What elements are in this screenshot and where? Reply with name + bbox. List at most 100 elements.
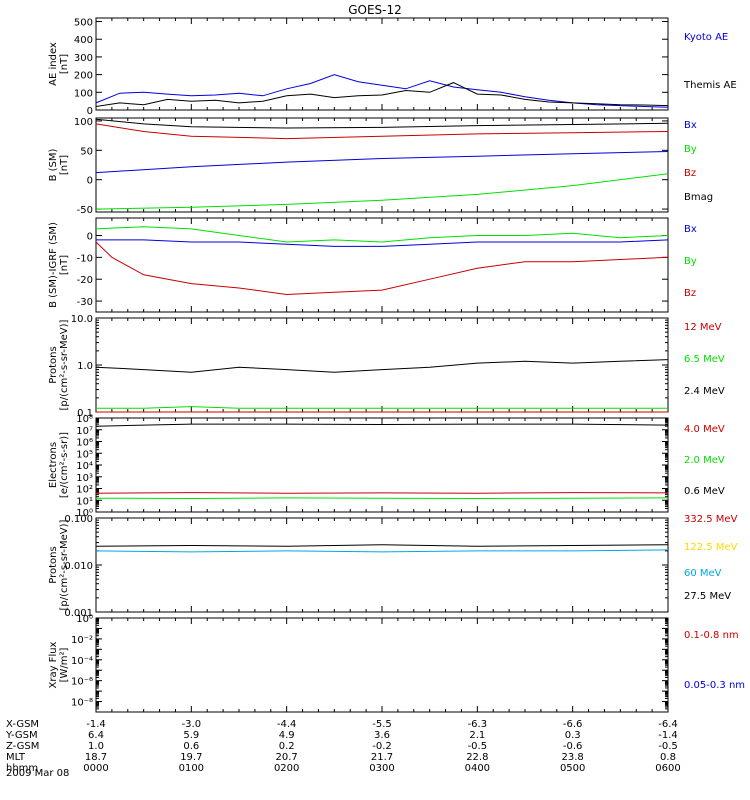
- series-line-4-0-mev: [95, 492, 669, 494]
- x-tick-label: 23.8: [562, 752, 584, 763]
- panel-frame: [95, 617, 669, 713]
- x-tick-label: 18.7: [85, 752, 107, 763]
- x-tick-label: -1.4: [658, 730, 678, 741]
- legend-entry: 0.05-0.3 nm: [684, 680, 745, 691]
- series-line-by: [95, 173, 669, 210]
- y-tick-label: 50: [80, 146, 93, 157]
- y-tick-label: 10⁻⁴: [71, 656, 93, 667]
- y-tick-label: -30: [77, 297, 93, 308]
- legend-entry: 0.6 MeV: [684, 486, 725, 497]
- series-line-bx: [95, 151, 669, 174]
- y-axis-label: Xray Flux: [48, 641, 59, 688]
- x-axis-table: X-GSM -1.4 -3.0 -4.4 -5.5 -6.3 -6.6 -6.4 Y-GSM 6.…: [5, 719, 681, 774]
- series-line-bmag: [95, 118, 669, 129]
- series-line-themis-ae: [95, 82, 669, 107]
- legend-entry: Themis AE: [683, 80, 737, 91]
- x-row-label: MLT: [6, 752, 26, 763]
- x-tick-label: 0.3: [565, 730, 581, 741]
- y-axis-label: [p/(cm²-s-sr-MeV)]: [59, 319, 70, 410]
- y-tick-label: 0: [87, 231, 93, 242]
- legend-entry: 4.0 MeV: [684, 424, 725, 435]
- y-tick-label: 400: [74, 35, 93, 46]
- x-tick-label: -6.6: [563, 719, 583, 730]
- x-tick-label: 5.9: [183, 730, 199, 741]
- series-line-27-5-mev: [95, 544, 669, 547]
- y-axis-label: B (SM)-IGRF (SM): [48, 222, 59, 308]
- legend-entry: Kyoto AE: [684, 32, 728, 43]
- legend-entry: 122.5 MeV: [684, 542, 738, 553]
- y-axis-label: AE index: [48, 42, 59, 86]
- x-tick-label: 0600: [655, 763, 680, 774]
- legend-entry: Bmag: [684, 192, 713, 203]
- panel-frame: [95, 17, 669, 111]
- x-tick-label: -0.5: [658, 741, 678, 752]
- x-tick-label: 0100: [179, 763, 204, 774]
- x-tick-label: 21.7: [371, 752, 393, 763]
- legend-entry: 12 MeV: [684, 322, 722, 333]
- legend-entry: By: [684, 256, 697, 267]
- y-tick-label: 0: [87, 106, 93, 117]
- y-tick-label: 10⁰: [76, 614, 93, 625]
- y-axis-label: [e/(cm²-s-sr)]: [59, 432, 70, 498]
- x-tick-label: 0300: [369, 763, 394, 774]
- y-tick-label: 10⁻²: [71, 635, 93, 646]
- legend-entry: 332.5 MeV: [684, 514, 738, 525]
- x-tick-label: -0.5: [468, 741, 488, 752]
- y-tick-label: 500: [74, 18, 93, 29]
- series-line-bz: [95, 123, 669, 140]
- x-tick-label: 0.6: [183, 741, 199, 752]
- y-tick-label: 100: [74, 117, 93, 128]
- y-axis-label: [nT]: [59, 54, 70, 74]
- y-tick-label: 1.0: [77, 361, 93, 372]
- series-line-bx: [96, 239, 669, 247]
- y-axis-label: Electrons: [48, 442, 59, 488]
- legend-entry: 0.1-0.8 nm: [684, 630, 739, 641]
- y-axis-label: [nT]: [59, 155, 70, 175]
- series-line-6-5-mev: [96, 406, 668, 409]
- legend-entry: Bx: [684, 224, 697, 235]
- y-tick-label: 10¹: [76, 496, 93, 507]
- panel-protons_lo: 0.001 0.010 0.100 Protons [p/(cm²-s-sr-MeV)]…: [48, 514, 738, 619]
- x-tick-label: 0.8: [660, 752, 676, 763]
- y-tick-label: 10.0: [71, 314, 93, 325]
- x-tick-label: -6.3: [468, 719, 488, 730]
- x-tick-label: -5.5: [372, 719, 392, 730]
- x-row-label: Z-GSM: [6, 741, 39, 752]
- y-axis-label: [p/(cm²-s-sr-MeV)]: [59, 519, 70, 610]
- x-tick-label: -0.6: [563, 741, 583, 752]
- x-tick-label: 6.4: [88, 730, 104, 741]
- x-tick-label: 20.7: [276, 752, 298, 763]
- panel-ae: 0 100 200 300 400 500 AE index [nT] Kyoto AE Them…: [48, 17, 737, 117]
- legend-entry: 27.5 MeV: [684, 591, 731, 602]
- panel-frame: [95, 517, 669, 613]
- legend-entry: 2.4 MeV: [684, 386, 725, 397]
- figure-title: GOES-12: [348, 3, 402, 17]
- series-line-0-6-mev: [95, 423, 669, 427]
- x-tick-label: 0.2: [279, 741, 295, 752]
- y-tick-label: 10²: [76, 485, 93, 496]
- legend-entry: By: [684, 144, 697, 155]
- y-tick-label: 0: [87, 176, 93, 187]
- x-tick-label: 1.0: [88, 741, 104, 752]
- x-tick-label: 22.8: [466, 752, 488, 763]
- y-tick-label: 0.010: [64, 561, 93, 572]
- y-tick-label: 10⁰: [76, 508, 93, 519]
- x-tick-label: 2.1: [469, 730, 485, 741]
- legend-entry: Bx: [684, 120, 697, 131]
- panel-frame: [95, 217, 669, 313]
- legend-entry: 60 MeV: [684, 568, 722, 579]
- x-row-label: hhmm: [6, 763, 38, 774]
- x-tick-label: -0.2: [372, 741, 392, 752]
- y-tick-label: 10³: [76, 473, 93, 484]
- series-line-2-4-mev: [95, 359, 669, 373]
- y-tick-label: 10⁴: [76, 461, 93, 472]
- legend-entry: 2.0 MeV: [684, 455, 725, 466]
- y-axis-label: [W/m²]: [59, 647, 70, 682]
- y-tick-label: 10⁻⁸: [71, 698, 93, 709]
- x-tick-label: 0500: [560, 763, 585, 774]
- y-tick-label: -20: [77, 275, 93, 286]
- x-tick-label: 3.6: [374, 730, 390, 741]
- series-line-2-0-mev: [95, 497, 669, 500]
